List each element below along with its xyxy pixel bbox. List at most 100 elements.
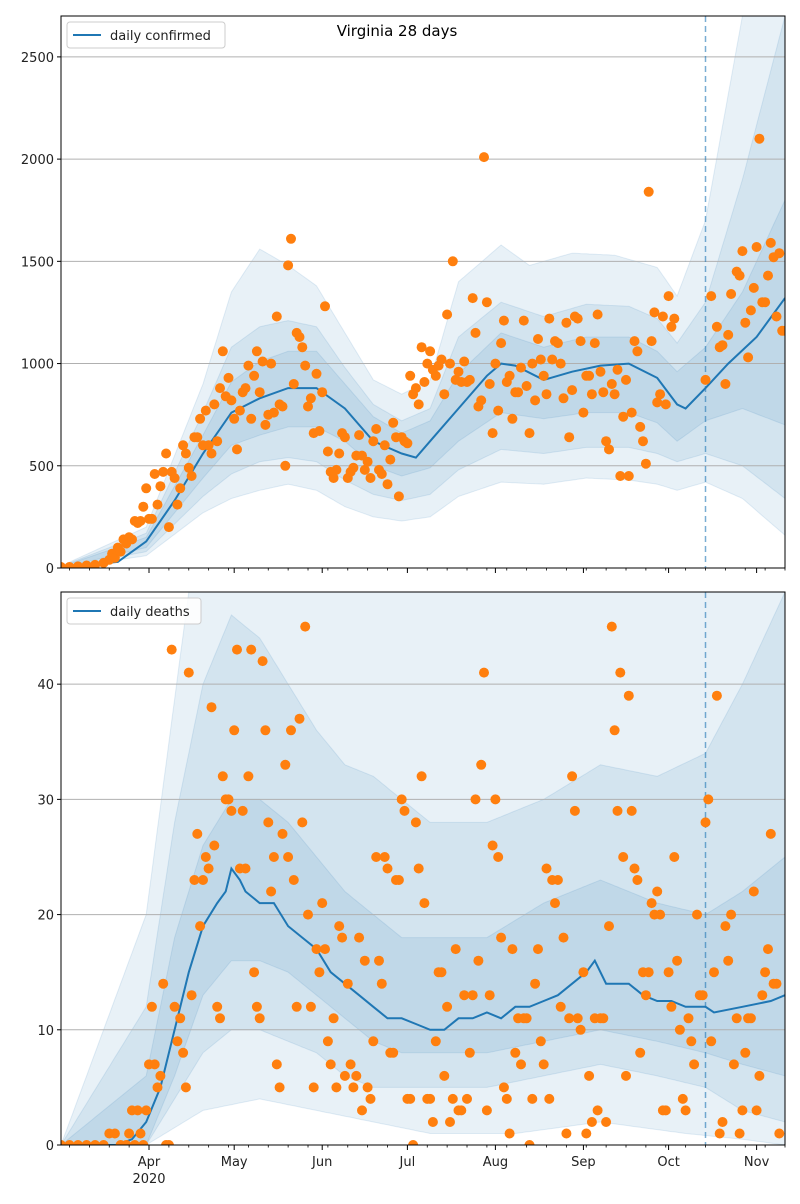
- confirmed-plot-area: [61, 16, 785, 568]
- confirmed-observed-point: [257, 356, 268, 367]
- deaths-observed-point: [232, 644, 242, 655]
- confirmed-observed-point: [780, 325, 785, 336]
- deaths-observed-point: [575, 1024, 586, 1035]
- deaths-observed-point: [146, 1001, 157, 1012]
- deaths-observed-point: [379, 852, 390, 862]
- deaths-observed-point: [504, 1128, 515, 1139]
- confirmed-observed-point: [496, 338, 507, 349]
- deaths-observed-point: [294, 713, 305, 724]
- confirmed-y-tick-label: 2000: [21, 153, 54, 168]
- confirmed-observed-point: [317, 387, 328, 398]
- confirmed-observed-point: [419, 377, 430, 387]
- deaths-observed-point: [711, 690, 722, 701]
- confirmed-observed-point: [498, 315, 509, 326]
- deaths-observed-point: [484, 990, 495, 1001]
- deaths-observed-point: [152, 1082, 163, 1093]
- confirmed-observed-point: [655, 389, 666, 400]
- confirmed-observed-point: [175, 483, 186, 494]
- deaths-observed-point: [195, 921, 206, 932]
- deaths-observed-point: [618, 852, 629, 862]
- confirmed-observed-point: [206, 448, 217, 459]
- deaths-observed-point: [263, 817, 274, 828]
- deaths-observed-point: [288, 875, 299, 885]
- deaths-observed-point: [178, 1047, 189, 1058]
- confirmed-observed-point: [354, 430, 365, 441]
- confirmed-uncertainty-band-1: [61, 16, 785, 568]
- deaths-observed-point: [141, 1105, 152, 1116]
- confirmed-observed-point: [527, 358, 538, 369]
- confirmed-observed-point: [297, 342, 308, 353]
- deaths-y-tick-label: 20: [37, 909, 54, 924]
- confirmed-observed-point: [161, 448, 172, 459]
- confirmed-y-tick-label: 500: [29, 460, 54, 475]
- deaths-x-tick-label: Apr: [138, 1155, 161, 1170]
- deaths-observed-point: [410, 817, 421, 828]
- confirmed-observed-point: [601, 436, 612, 447]
- deaths-observed-point: [405, 1093, 416, 1104]
- deaths-observed-point: [283, 852, 294, 862]
- confirmed-observed-point: [442, 309, 453, 320]
- confirmed-observed-point: [589, 338, 600, 349]
- deaths-observed-point: [686, 1036, 697, 1047]
- confirmed-observed-point: [490, 358, 501, 369]
- deaths-observed-point: [331, 1082, 342, 1093]
- deaths-observed-point: [493, 852, 504, 862]
- deaths-observed-point: [567, 771, 578, 782]
- deaths-legend: daily deaths: [66, 597, 202, 625]
- deaths-observed-point: [697, 990, 708, 1001]
- confirmed-y-tick-label: 1500: [21, 255, 54, 270]
- confirmed-observed-point: [487, 428, 498, 439]
- deaths-observed-point: [731, 1013, 742, 1024]
- deaths-observed-point: [672, 955, 683, 966]
- confirmed-observed-point: [376, 469, 387, 479]
- deaths-observed-point: [371, 852, 382, 862]
- deaths-observed-point: [723, 955, 734, 966]
- confirmed-observed-point: [666, 321, 677, 332]
- confirmed-observed-point: [203, 440, 214, 451]
- confirmed-observed-point: [362, 456, 373, 467]
- deaths-observed-point: [266, 886, 277, 897]
- deaths-observed-point: [427, 1117, 438, 1127]
- confirmed-observed-point: [249, 370, 260, 381]
- deaths-observed-point: [81, 1140, 92, 1145]
- deaths-observed-point: [396, 794, 407, 805]
- confirmed-uncertainty-band-2: [61, 16, 785, 568]
- confirmed-observed-point: [436, 354, 447, 365]
- confirmed-observed-point: [621, 374, 631, 385]
- deaths-observed-point: [277, 828, 288, 839]
- deaths-observed-point: [462, 1093, 472, 1104]
- deaths-observed-point: [249, 967, 260, 978]
- deaths-legend-box: [66, 597, 202, 625]
- deaths-observed-point: [215, 1013, 225, 1024]
- deaths-observed-point: [524, 1140, 535, 1145]
- deaths-observed-point: [246, 644, 257, 655]
- confirmed-observed-point: [524, 428, 535, 439]
- deaths-observed-point: [425, 1093, 436, 1104]
- deaths-observed-point: [629, 863, 640, 874]
- deaths-observed-point: [223, 794, 234, 805]
- confirmed-observed-point: [73, 561, 83, 568]
- confirmed-observed-point: [183, 462, 194, 473]
- confirmed-observed-point: [371, 424, 382, 434]
- deaths-observed-point: [564, 1013, 575, 1024]
- confirmed-observed-point: [382, 479, 393, 490]
- deaths-observed-point: [226, 805, 237, 816]
- confirmed-observed-point: [328, 473, 339, 483]
- deaths-observed-point: [198, 875, 208, 885]
- confirmed-observed-point: [518, 315, 529, 326]
- deaths-observed-point: [121, 1140, 132, 1145]
- confirmed-observed-point: [657, 311, 668, 322]
- deaths-observed-point: [237, 805, 248, 816]
- deaths-observed-point: [325, 1059, 336, 1070]
- confirmed-observed-point: [484, 379, 495, 389]
- confirmed-observed-point: [416, 342, 427, 353]
- deaths-observed-point: [751, 1105, 762, 1116]
- deaths-observed-point: [73, 1140, 83, 1145]
- deaths-observed-point: [374, 955, 384, 966]
- deaths-x-year-label: 2020: [132, 1172, 165, 1187]
- confirmed-observed-point: [609, 389, 620, 400]
- confirmed-observed-point: [598, 387, 609, 398]
- deaths-observed-point: [740, 1047, 751, 1058]
- confirmed-observed-point: [152, 499, 163, 510]
- confirmed-observed-point: [286, 233, 296, 244]
